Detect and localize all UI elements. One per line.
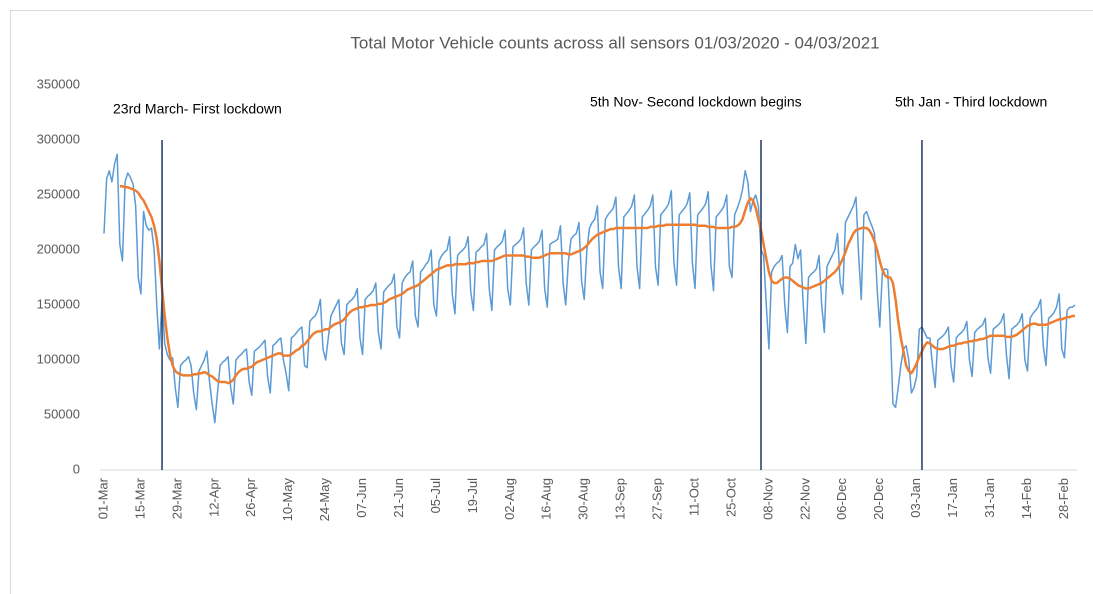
x-tick-label: 19-Jul xyxy=(465,478,480,514)
y-tick-label: 350000 xyxy=(37,76,80,91)
y-tick-label: 300000 xyxy=(37,131,80,146)
x-tick-label: 10-May xyxy=(280,478,295,522)
x-tick-label: 27-Sep xyxy=(650,478,665,520)
y-tick-label: 50000 xyxy=(44,406,80,421)
y-tick-label: 150000 xyxy=(37,296,80,311)
x-tick-label: 31-Jan xyxy=(982,478,997,518)
series-line xyxy=(103,153,1076,424)
x-tick-label: 08-Nov xyxy=(760,478,775,520)
x-tick-label: 17-Jan xyxy=(945,478,960,518)
x-tick-label: 11-Oct xyxy=(686,478,701,516)
x-tick-label: 02-Aug xyxy=(502,478,517,520)
y-tick-label: 100000 xyxy=(37,351,80,366)
x-tick-label: 28-Feb xyxy=(1056,478,1071,519)
x-tick-label: 25-Oct xyxy=(723,478,738,517)
y-tick-label: 250000 xyxy=(37,186,80,201)
y-tick-label: 200000 xyxy=(37,241,80,256)
x-tick-label: 24-May xyxy=(317,478,332,522)
x-tick-label: 29-Mar xyxy=(169,477,184,519)
x-tick-label: 21-Jun xyxy=(391,478,406,518)
x-tick-label: 05-Jul xyxy=(428,478,443,514)
x-tick-label: 06-Dec xyxy=(834,478,849,520)
series-line xyxy=(119,184,1075,385)
x-tick-label: 13-Sep xyxy=(613,478,628,520)
x-tick-label: 12-Apr xyxy=(206,477,221,517)
x-tick-label: 20-Dec xyxy=(871,478,886,520)
annotation: 23rd March- First lockdown xyxy=(113,101,282,117)
x-tick-label: 16-Aug xyxy=(539,478,554,520)
chart-title: Total Motor Vehicle counts across all se… xyxy=(350,33,879,52)
x-tick-label: 03-Jan xyxy=(908,478,923,518)
annotation: 5th Jan - Third lockdown xyxy=(895,94,1047,110)
y-tick-label: 0 xyxy=(73,461,80,476)
x-tick-label: 15-Mar xyxy=(132,477,147,519)
x-tick-label: 26-Apr xyxy=(243,477,258,517)
annotation: 5th Nov- Second lockdown begins xyxy=(590,94,802,110)
x-tick-label: 22-Nov xyxy=(797,478,812,520)
x-tick-label: 30-Aug xyxy=(576,478,591,520)
x-tick-label: 07-Jun xyxy=(354,478,369,518)
x-tick-label: 14-Feb xyxy=(1019,478,1034,519)
x-tick-label: 01-Mar xyxy=(95,477,110,519)
chart-frame xyxy=(10,10,1093,594)
